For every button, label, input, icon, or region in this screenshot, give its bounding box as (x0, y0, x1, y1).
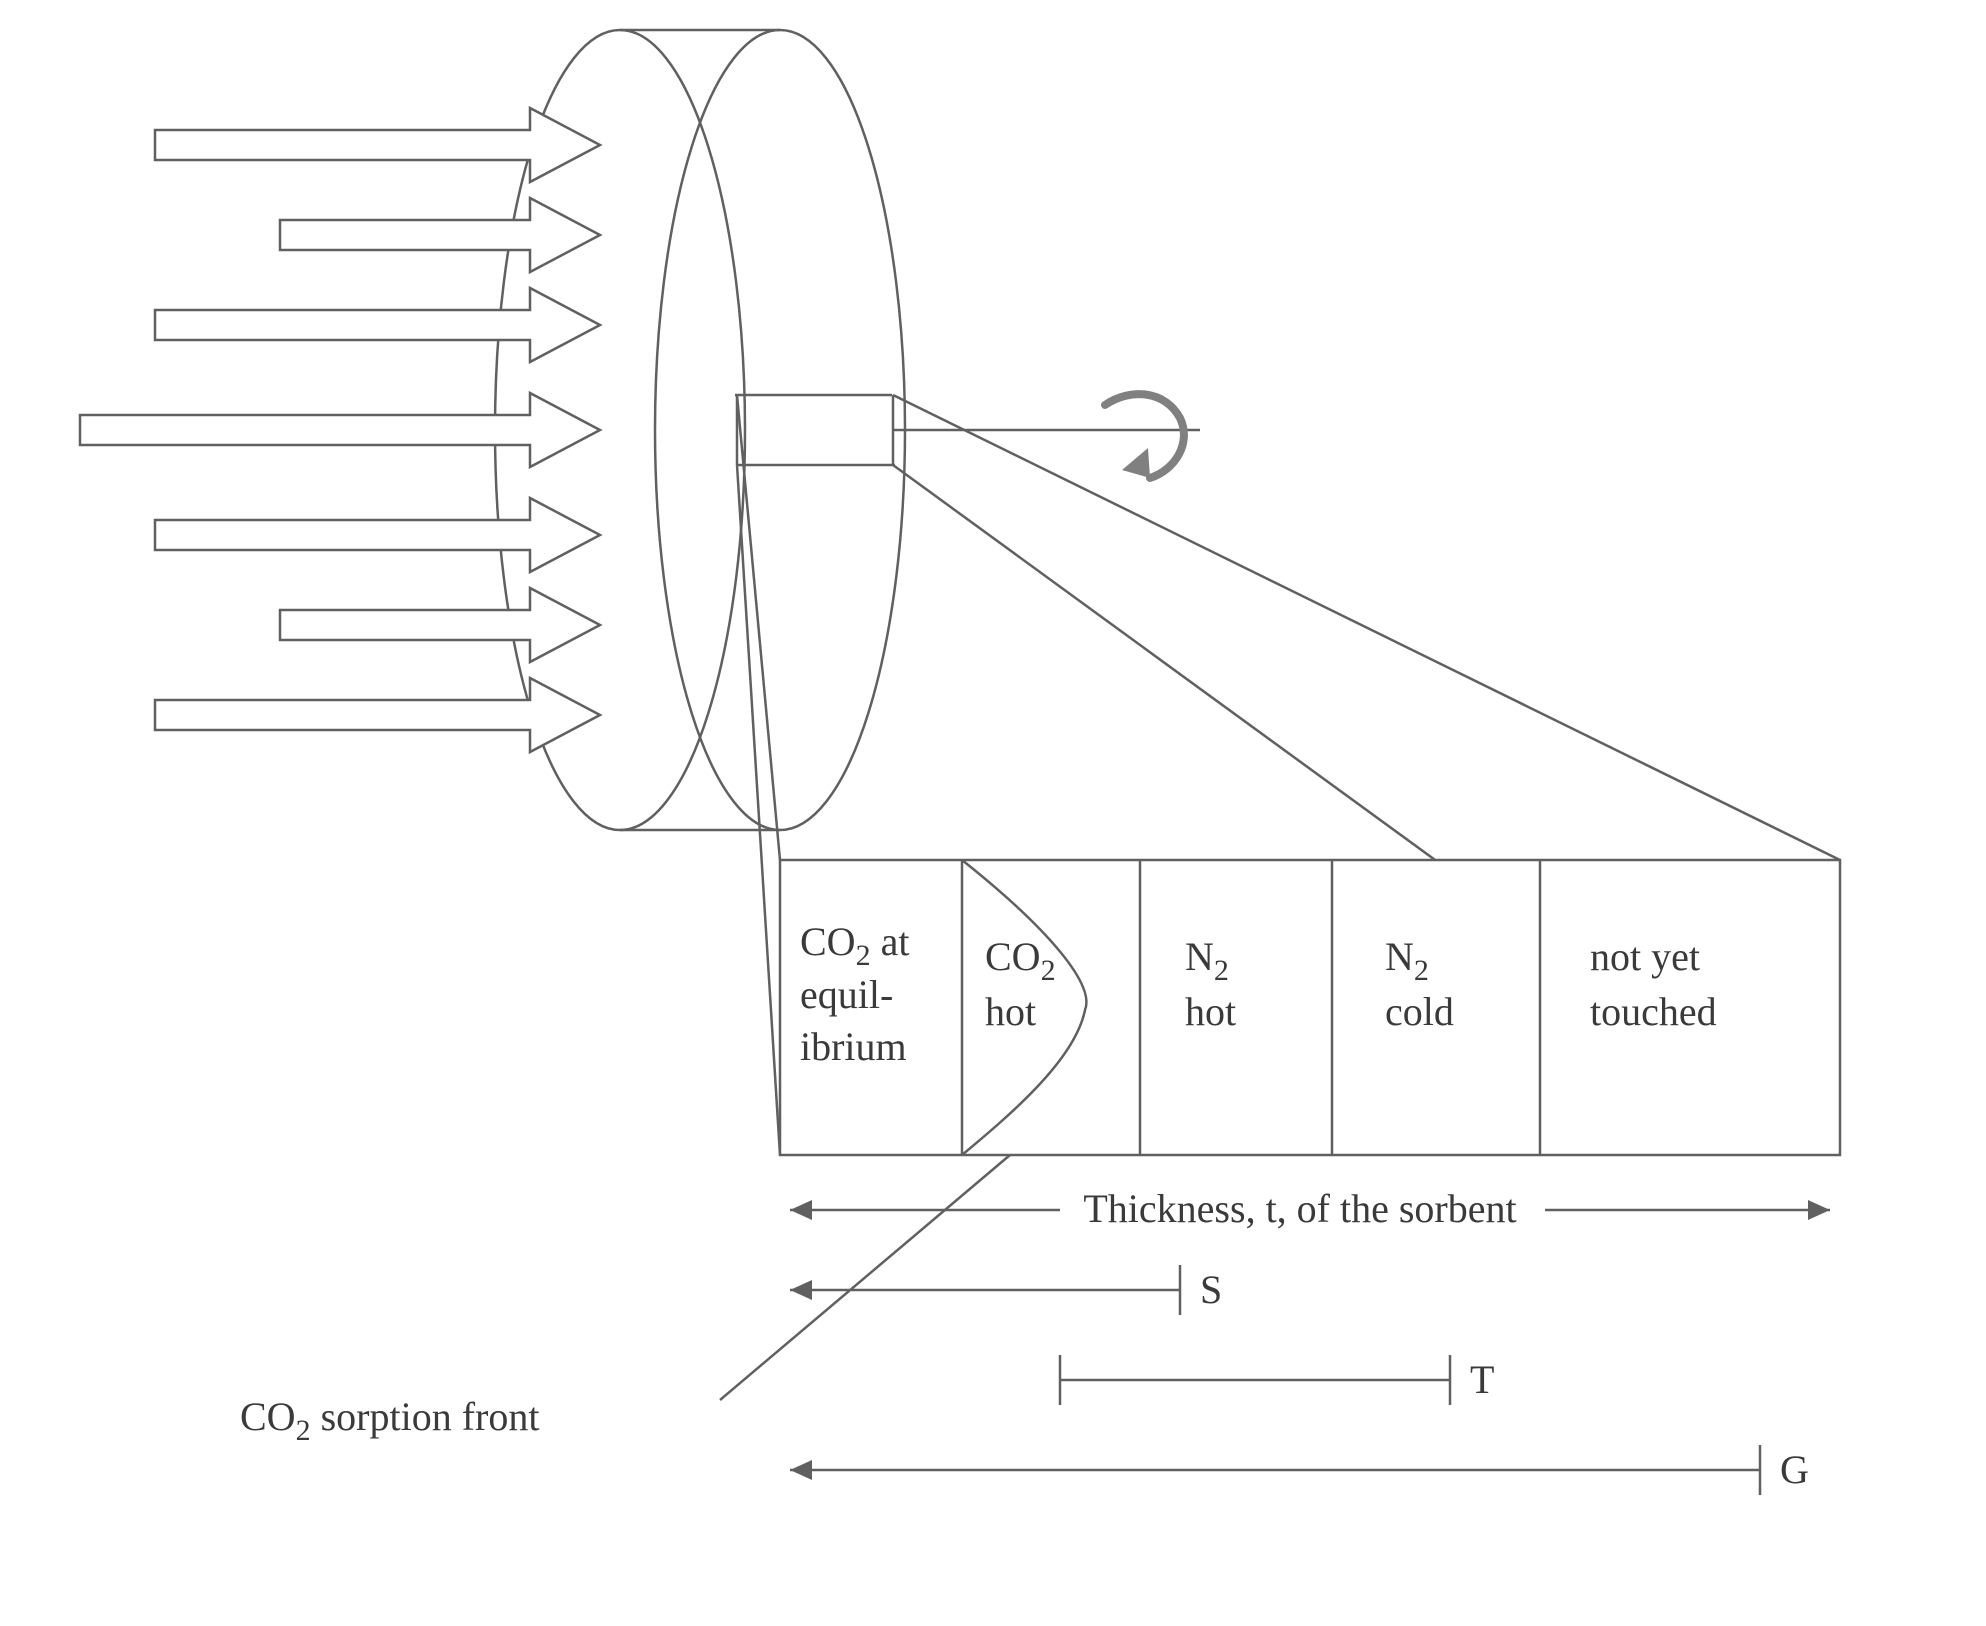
sorption-front-callout: CO2 sorption front (0, 0, 1986, 1626)
sorption-front-label: CO2 sorption front (240, 1394, 539, 1447)
